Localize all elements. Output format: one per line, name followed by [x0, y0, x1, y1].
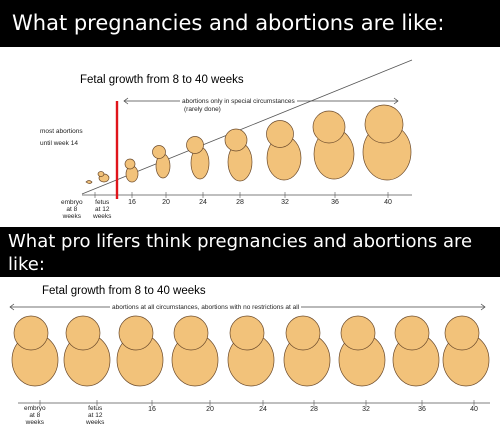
bottom-chart-title: Fetal growth from 8 to 40 weeks: [42, 285, 206, 297]
top-tick-28: 28: [236, 199, 244, 206]
fetus-copy-7: [338, 315, 386, 387]
fetus-copy-9: [442, 315, 490, 387]
top-tick-16: 16: [128, 199, 136, 206]
fetus-week-12: [97, 171, 110, 183]
top-arrow-label: abortions only in special circumstances: [180, 98, 297, 105]
top-banner: What pregnancies and abortions are like:: [0, 0, 500, 47]
top-fetus-label: fetus at 12 weeks: [93, 199, 112, 220]
fetus-week-32: [266, 120, 302, 181]
top-tick-24: 24: [199, 199, 207, 206]
top-tick-32: 32: [281, 199, 289, 206]
top-tick-40: 40: [384, 199, 392, 206]
fetus-week-36: [312, 110, 355, 180]
fetus-copy-2: [63, 315, 111, 387]
top-tick-36: 36: [331, 199, 339, 206]
top-arrow-left-head: [123, 97, 129, 105]
fetus-copy-6: [283, 315, 331, 387]
bottom-tick-16: 16: [148, 406, 156, 413]
fetus-copy-1: [11, 315, 59, 387]
fetus-copy-8: [392, 315, 440, 387]
bottom-tick-20: 20: [206, 406, 214, 413]
bottom-banner: What pro lifers think pregnancies and ab…: [0, 227, 500, 277]
bottom-fetus-sequence: [11, 315, 490, 387]
fetus-copy-3: [116, 315, 164, 387]
top-arrow-sublabel: (rarely done): [184, 106, 221, 113]
bottom-embryo-label: embryo at 8 weeks: [24, 405, 46, 426]
fetus-week-24: [186, 136, 210, 180]
bottom-tick-32: 32: [362, 406, 370, 413]
bottom-tick-28: 28: [310, 406, 318, 413]
most-abortions-label: most abortions: [40, 128, 83, 135]
bottom-tick-marks: [39, 400, 475, 406]
most-abortions-sublabel: until week 14: [40, 140, 78, 147]
bottom-arrow-right-head: [480, 303, 486, 311]
fetus-week-28: [224, 128, 253, 182]
bottom-tick-24: 24: [259, 406, 267, 413]
top-tick-20: 20: [162, 199, 170, 206]
bottom-fetus-label: fetus at 12 weeks: [86, 405, 105, 426]
fetus-copy-4: [171, 315, 219, 387]
top-embryo-label: embryo at 8 weeks: [61, 199, 83, 220]
top-chart-title: Fetal growth from 8 to 40 weeks: [80, 74, 244, 86]
bottom-arrow-label: abortions at all circumstances, abortion…: [110, 304, 302, 311]
fetus-week-20: [152, 145, 171, 179]
bottom-tick-40: 40: [470, 406, 478, 413]
bottom-arrow-left-head: [9, 303, 15, 311]
top-tick-marks: [94, 192, 389, 198]
top-fetus-sequence: [85, 104, 412, 184]
fetus-week-40: [362, 104, 412, 181]
fetus-week-8: [85, 180, 93, 184]
top-arrow-right-head: [393, 97, 399, 105]
fetus-copy-5: [227, 315, 275, 387]
bottom-tick-36: 36: [418, 406, 426, 413]
fetus-week-16: [124, 158, 139, 183]
